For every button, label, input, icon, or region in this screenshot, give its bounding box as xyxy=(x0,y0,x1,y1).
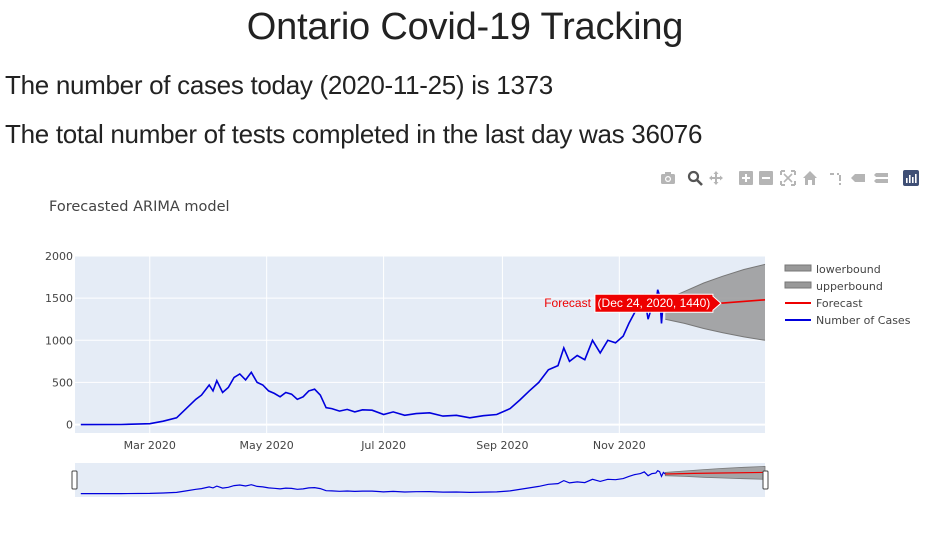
range-slider-left-handle[interactable] xyxy=(71,470,78,490)
camera-icon[interactable] xyxy=(660,170,676,186)
spike-lines-icon[interactable] xyxy=(828,170,844,186)
y-tick-label: 1000 xyxy=(45,334,73,347)
y-tick-label: 1500 xyxy=(45,292,73,305)
legend-item[interactable]: Forecast xyxy=(785,297,863,310)
x-tick-label: Mar 2020 xyxy=(124,439,176,452)
zoom-in-icon[interactable] xyxy=(738,170,754,186)
hover-label-box xyxy=(594,293,722,313)
x-tick-label: May 2020 xyxy=(240,439,294,452)
hover-compare-icon[interactable] xyxy=(873,170,889,186)
upperbound-line xyxy=(665,263,766,301)
x-tick-label: Jul 2020 xyxy=(360,439,406,452)
reset-axes-icon[interactable] xyxy=(802,170,818,186)
chart-modebar xyxy=(655,170,925,188)
y-tick-label: 2000 xyxy=(45,250,73,263)
cases-today-text: The number of cases today (2020-11-25) i… xyxy=(5,70,553,100)
tests-completed-text: The total number of tests completed in t… xyxy=(5,119,703,149)
legend-label: Number of Cases xyxy=(816,314,911,327)
hover-closest-icon[interactable] xyxy=(850,170,866,186)
range-slider-forecast-line xyxy=(665,471,766,475)
zoom-icon[interactable] xyxy=(687,170,703,186)
y-tick-label: 500 xyxy=(52,376,73,389)
legend-swatch xyxy=(784,264,812,272)
legend-label: Forecast xyxy=(816,297,863,310)
page-title: Ontario Covid-19 Tracking xyxy=(246,6,684,48)
legend-item[interactable]: Number of Cases xyxy=(785,314,911,327)
lowerbound-line xyxy=(665,318,766,341)
arima-forecast-chart: Forecasted ARIMA model Mar 2020 May 2020 J… xyxy=(45,199,911,497)
legend-swatch xyxy=(784,281,812,289)
range-slider-cases-line xyxy=(80,469,666,495)
y-tick-label: 0 xyxy=(66,419,73,432)
legend-label: upperbound xyxy=(816,280,883,293)
x-tick-label: Sep 2020 xyxy=(476,439,528,452)
legend-label: lowerbound xyxy=(816,263,881,276)
plotly-logo-icon[interactable] xyxy=(903,170,919,186)
autoscale-icon[interactable] xyxy=(780,170,796,186)
legend-item[interactable]: upperbound xyxy=(784,280,883,293)
range-slider-right-handle[interactable] xyxy=(762,470,769,490)
plot-area xyxy=(75,256,765,433)
x-tick-label: Nov 2020 xyxy=(593,439,646,452)
hover-series-name: Forecast xyxy=(544,296,591,310)
hover-label-text: (Dec 24, 2020, 1440) xyxy=(598,296,711,310)
pan-icon[interactable] xyxy=(708,170,724,186)
legend-item[interactable]: lowerbound xyxy=(784,263,881,276)
chart-title: Forecasted ARIMA model xyxy=(49,199,230,215)
zoom-out-icon[interactable] xyxy=(758,170,774,186)
cases-line xyxy=(80,289,667,426)
